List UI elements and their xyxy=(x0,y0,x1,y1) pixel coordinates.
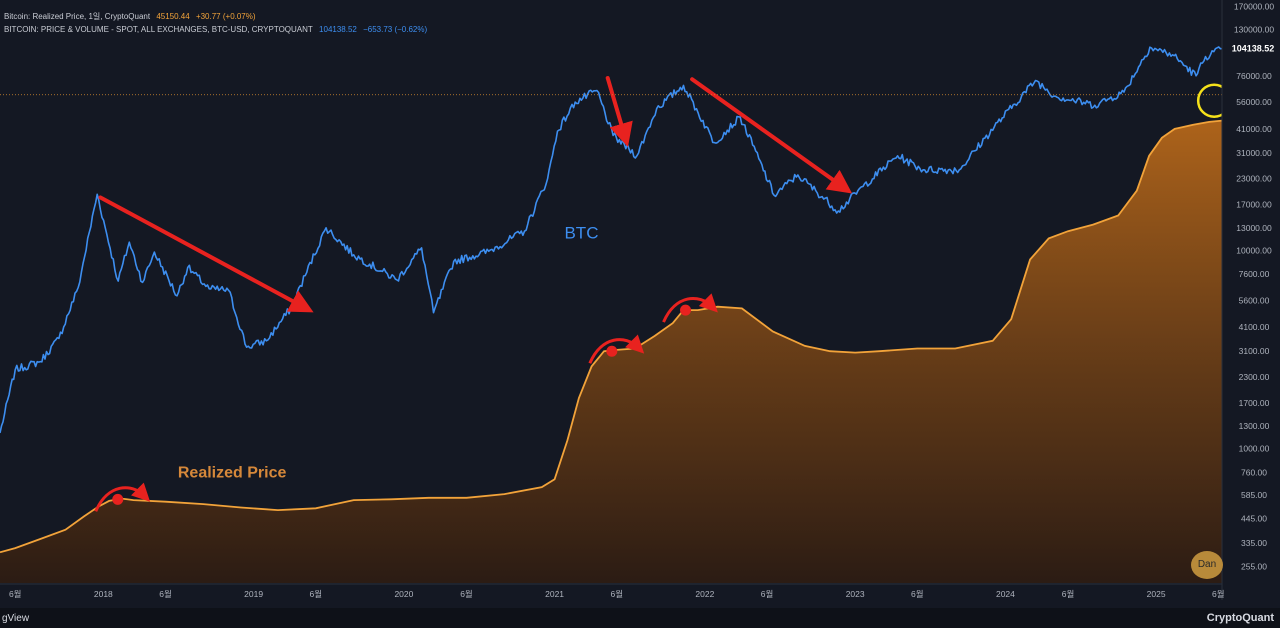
time-axis-tick-label: 6월 xyxy=(911,589,924,599)
time-axis-tick-label: 6월 xyxy=(460,589,473,599)
trend-arrow xyxy=(690,77,853,194)
price-axis-tick-label: 7600.00 xyxy=(1239,269,1270,279)
time-axis-tick-label: 6월 xyxy=(761,589,774,599)
legend-realized: Bitcoin: Realized Price, 1일, CryptoQuant… xyxy=(4,11,260,22)
peak-curved-arrow xyxy=(588,334,645,364)
price-axis-tick-label: 3100.00 xyxy=(1239,346,1270,356)
time-axis-tick-label: 6월 xyxy=(9,589,22,599)
cryptoquant-logo-text: CryptoQuant xyxy=(1206,612,1274,624)
time-axis-tick-label: 2022 xyxy=(695,589,714,599)
author-watermark-icon: Dan xyxy=(1191,551,1223,579)
price-axis-tick-label: 4100.00 xyxy=(1239,322,1270,332)
time-axis-tick-label: 2021 xyxy=(545,589,564,599)
price-axis-tick-label: 31000.00 xyxy=(1236,148,1272,158)
time-axis-tick-label: 2025 xyxy=(1147,589,1166,599)
current-price-label: 104138.52 xyxy=(1232,44,1275,54)
legend-realized-value: 45150.44 xyxy=(156,12,190,21)
trend-arrow xyxy=(98,195,314,313)
time-axis-tick-label: 2020 xyxy=(394,589,413,599)
price-axis-tick-label: 1700.00 xyxy=(1239,398,1270,408)
time-axis-tick-label: 2024 xyxy=(996,589,1015,599)
time-axis-tick-label: 6월 xyxy=(310,589,323,599)
legend-realized-name: Bitcoin: Realized Price, 1일, CryptoQuant xyxy=(4,12,151,21)
price-axis-tick-label: 1300.00 xyxy=(1239,421,1270,431)
legend-btc-change: −653.73 (−0.62%) xyxy=(363,25,428,34)
peak-curved-arrow xyxy=(94,482,151,512)
price-axis-tick-label: 13000.00 xyxy=(1236,223,1272,233)
time-axis-tick-label: 6월 xyxy=(610,589,623,599)
price-axis-tick-label: 445.00 xyxy=(1241,513,1267,523)
price-axis-tick-label: 17000.00 xyxy=(1236,200,1272,210)
price-axis-tick-label: 56000.00 xyxy=(1236,97,1272,107)
time-axis-tick-label: 2019 xyxy=(244,589,263,599)
price-axis-panel xyxy=(1222,0,1280,608)
price-axis-tick-label: 585.00 xyxy=(1241,490,1267,500)
time-axis-tick-label: 6월 xyxy=(1212,589,1225,599)
time-axis-tick-label: 6월 xyxy=(159,589,172,599)
price-axis-tick-label: 10000.00 xyxy=(1236,245,1272,255)
realized-price-series-label: Realized Price xyxy=(178,465,287,482)
peak-curved-arrow xyxy=(662,293,718,323)
price-axis-tick-label: 1000.00 xyxy=(1239,444,1270,454)
legend-btc-name: BITCOIN: PRICE & VOLUME - SPOT, ALL EXCH… xyxy=(4,25,313,34)
time-axis-tick-label: 6월 xyxy=(1062,589,1075,599)
current-price-badge xyxy=(1224,41,1278,56)
legend-btc-value: 104138.52 xyxy=(319,25,357,34)
trend-arrow xyxy=(605,76,633,147)
price-axis-tick-label: 2300.00 xyxy=(1239,372,1270,382)
time-axis-tick-label: 2023 xyxy=(846,589,865,599)
price-axis-tick-label: 335.00 xyxy=(1241,538,1267,548)
price-axis-tick-label: 41000.00 xyxy=(1236,124,1272,134)
price-axis-tick-label: 170000.00 xyxy=(1234,1,1274,11)
price-axis-tick-label: 23000.00 xyxy=(1236,174,1272,184)
btc-series-label: BTC xyxy=(564,223,598,242)
tradingview-logo-text[interactable]: gView xyxy=(2,613,30,624)
price-axis-tick-label: 5600.00 xyxy=(1239,295,1270,305)
price-axis-tick-label: 760.00 xyxy=(1241,467,1267,477)
peak-dot xyxy=(112,493,124,505)
price-axis-tick-label: 255.00 xyxy=(1241,561,1267,571)
price-axis-tick-label: 130000.00 xyxy=(1234,25,1274,35)
peak-dot xyxy=(606,345,618,357)
legend-btc: BITCOIN: PRICE & VOLUME - SPOT, ALL EXCH… xyxy=(4,25,431,34)
price-axis-tick-label: 76000.00 xyxy=(1236,71,1272,81)
realized-price-line xyxy=(0,119,1223,554)
peak-dot xyxy=(680,304,692,316)
legend-realized-change: +30.77 (+0.07%) xyxy=(195,12,256,21)
time-axis-tick-label: 2018 xyxy=(94,589,113,599)
footer-bar: gView CryptoQuant xyxy=(0,608,1280,628)
